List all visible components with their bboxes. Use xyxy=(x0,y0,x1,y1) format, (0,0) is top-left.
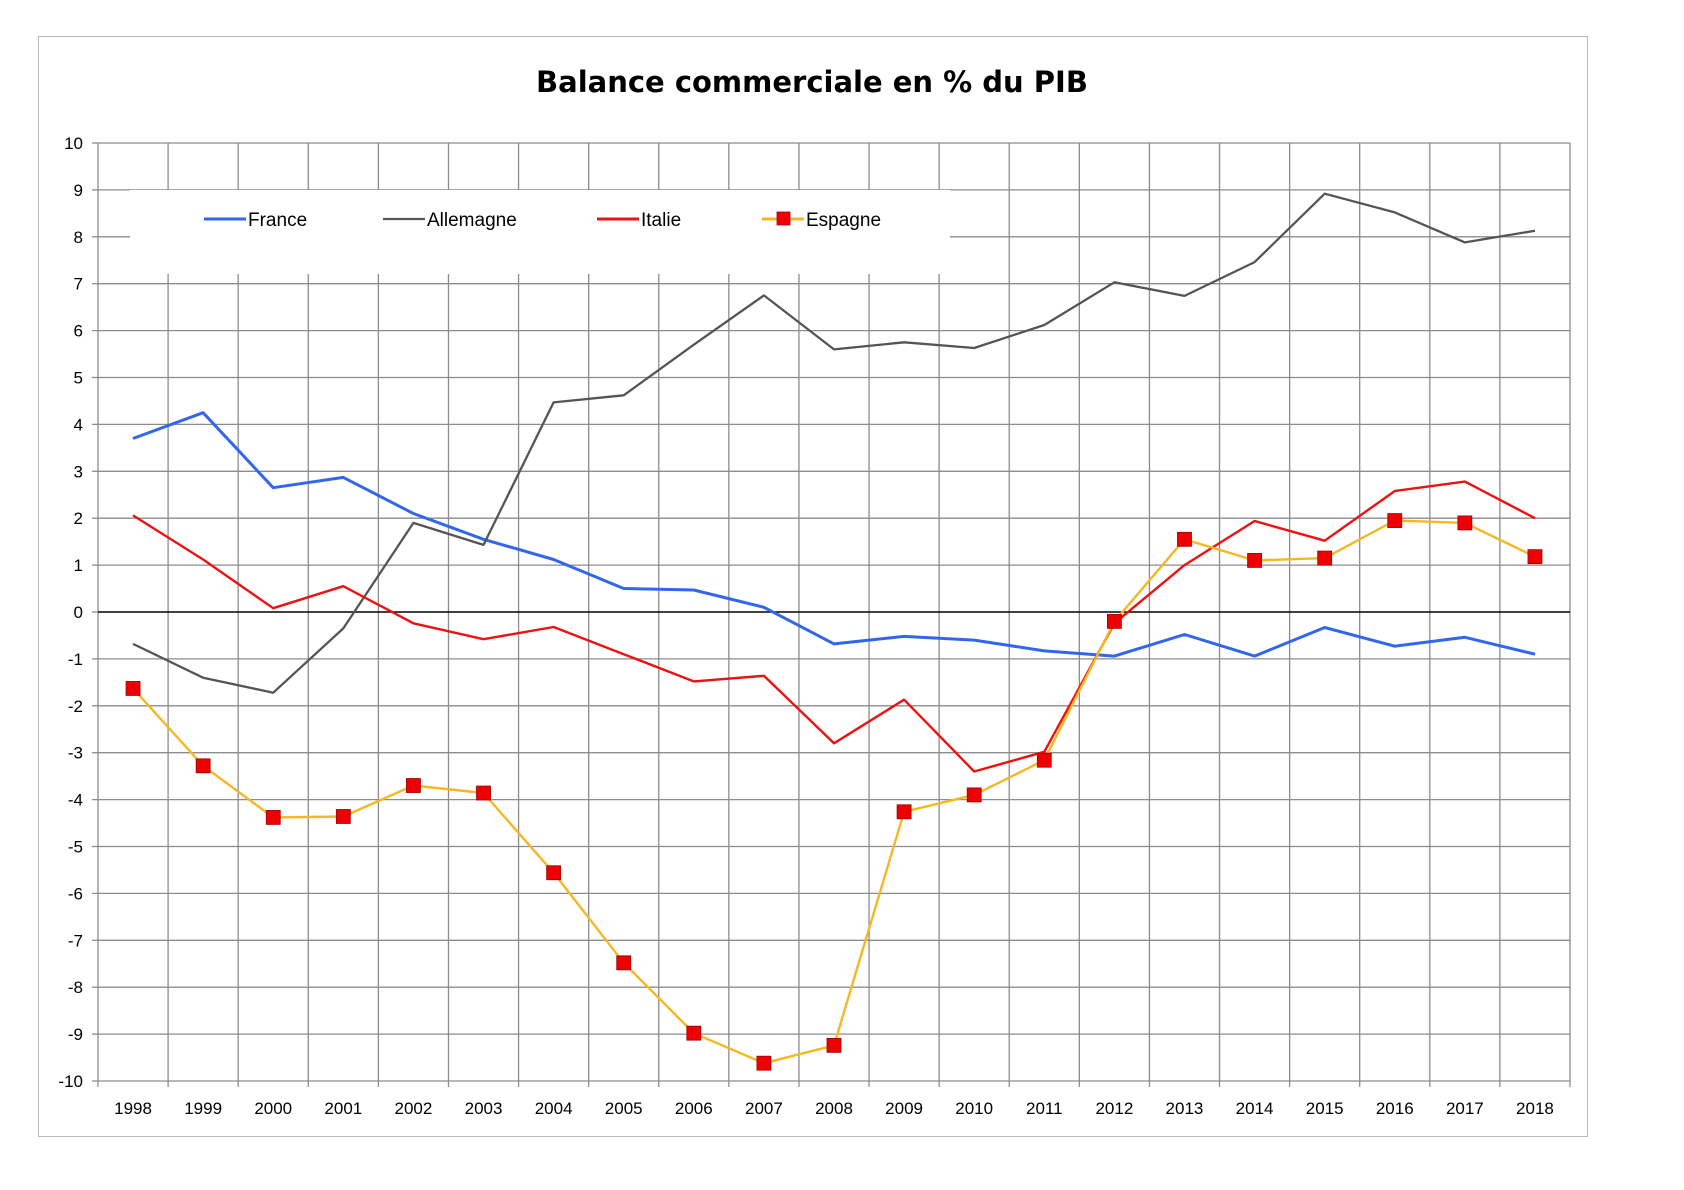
data-point-espagne xyxy=(826,1037,842,1053)
x-tick-label: 1998 xyxy=(114,1099,152,1118)
series-line-france xyxy=(132,411,1536,658)
legend-label-allemagne: Allemagne xyxy=(427,210,517,231)
y-tick-label: -5 xyxy=(68,838,83,857)
y-tick-label: -4 xyxy=(68,791,83,810)
chart-title: Balance commerciale en % du PIB xyxy=(536,65,1088,99)
legend-label-france: France xyxy=(248,210,307,231)
y-tick-label: 3 xyxy=(74,462,83,481)
y-tick-label: 2 xyxy=(74,509,83,528)
data-point-espagne xyxy=(546,865,562,881)
y-tick-label: 1 xyxy=(74,556,83,575)
y-tick-label: 9 xyxy=(74,181,83,200)
x-tick-label: 2006 xyxy=(675,1099,713,1118)
x-tick-labels: 1998 1999 2000 2001 2002 2003 2004 2005 2006 2007… xyxy=(114,1099,1554,1118)
x-tick-label: 2003 xyxy=(465,1099,503,1118)
legend-label-espagne: Espagne xyxy=(806,210,881,231)
y-tick-label: -7 xyxy=(68,931,83,950)
x-tick-label: 2000 xyxy=(254,1099,292,1118)
data-point-espagne xyxy=(195,758,211,774)
data-point-espagne xyxy=(1106,613,1122,629)
data-point-espagne xyxy=(1177,531,1192,547)
data-point-espagne xyxy=(1317,550,1333,566)
x-tick-label: 2011 xyxy=(1026,1099,1063,1118)
x-tick-label: 2010 xyxy=(955,1099,993,1118)
data-point-espagne xyxy=(1527,549,1543,565)
x-tick-label: 2013 xyxy=(1166,1099,1204,1118)
data-point-espagne xyxy=(756,1055,772,1071)
x-tick-label: 2009 xyxy=(885,1099,923,1118)
legend: France Allemagne Italie Espagne xyxy=(130,190,950,274)
series-lines xyxy=(125,192,1543,1071)
y-tick-label: 7 xyxy=(74,275,83,294)
x-tick-label: 2014 xyxy=(1236,1099,1274,1118)
legend-background xyxy=(130,190,950,274)
x-tick-label: 2004 xyxy=(535,1099,573,1118)
y-tick-label: 8 xyxy=(74,228,83,247)
y-tick-label: -3 xyxy=(68,744,83,763)
data-point-espagne xyxy=(616,955,632,971)
y-tick-label: -8 xyxy=(68,978,83,997)
data-point-espagne xyxy=(1457,515,1473,531)
data-point-espagne xyxy=(686,1025,702,1041)
x-tick-label: 2001 xyxy=(324,1099,362,1118)
x-tick-label: 2017 xyxy=(1446,1099,1484,1118)
y-tick-label: -10 xyxy=(58,1072,83,1091)
x-tick-label: 2008 xyxy=(815,1099,853,1118)
data-point-espagne xyxy=(335,809,351,824)
y-tick-label: -6 xyxy=(68,884,83,903)
data-point-espagne xyxy=(476,785,491,801)
legend-marker-espagne xyxy=(776,211,791,226)
x-tick-label: 2012 xyxy=(1095,1099,1133,1118)
x-tick-label: 2007 xyxy=(745,1099,783,1118)
data-point-espagne xyxy=(966,787,982,803)
y-tick-label: -1 xyxy=(68,650,83,669)
y-tick-label: -9 xyxy=(68,1025,83,1044)
x-tick-label: 2018 xyxy=(1516,1099,1554,1118)
y-tick-label: 0 xyxy=(74,603,83,622)
data-point-espagne xyxy=(125,681,141,696)
series-line-allemagne xyxy=(132,192,1536,694)
x-tick-label: 2002 xyxy=(395,1099,433,1118)
x-tick-label: 2005 xyxy=(605,1099,643,1118)
x-tick-label: 2015 xyxy=(1306,1099,1344,1118)
y-tick-label: 6 xyxy=(74,322,83,341)
y-tick-label: -2 xyxy=(68,697,83,716)
series-line-italie xyxy=(132,480,1536,773)
series-line-espagne xyxy=(132,519,1536,1065)
y-tick-label: 5 xyxy=(74,369,83,388)
y-tick-label: 10 xyxy=(64,134,83,153)
data-point-espagne xyxy=(1387,513,1403,528)
x-tick-label: 1999 xyxy=(184,1099,222,1118)
data-point-espagne xyxy=(1247,553,1262,568)
data-point-espagne xyxy=(1036,752,1052,768)
axes xyxy=(92,142,1571,1087)
legend-label-italie: Italie xyxy=(641,210,681,231)
y-tick-label: 4 xyxy=(74,415,83,434)
data-point-espagne xyxy=(896,804,912,820)
data-point-espagne xyxy=(265,810,281,825)
data-point-espagne xyxy=(406,778,421,793)
x-tick-label: 2016 xyxy=(1376,1099,1414,1118)
